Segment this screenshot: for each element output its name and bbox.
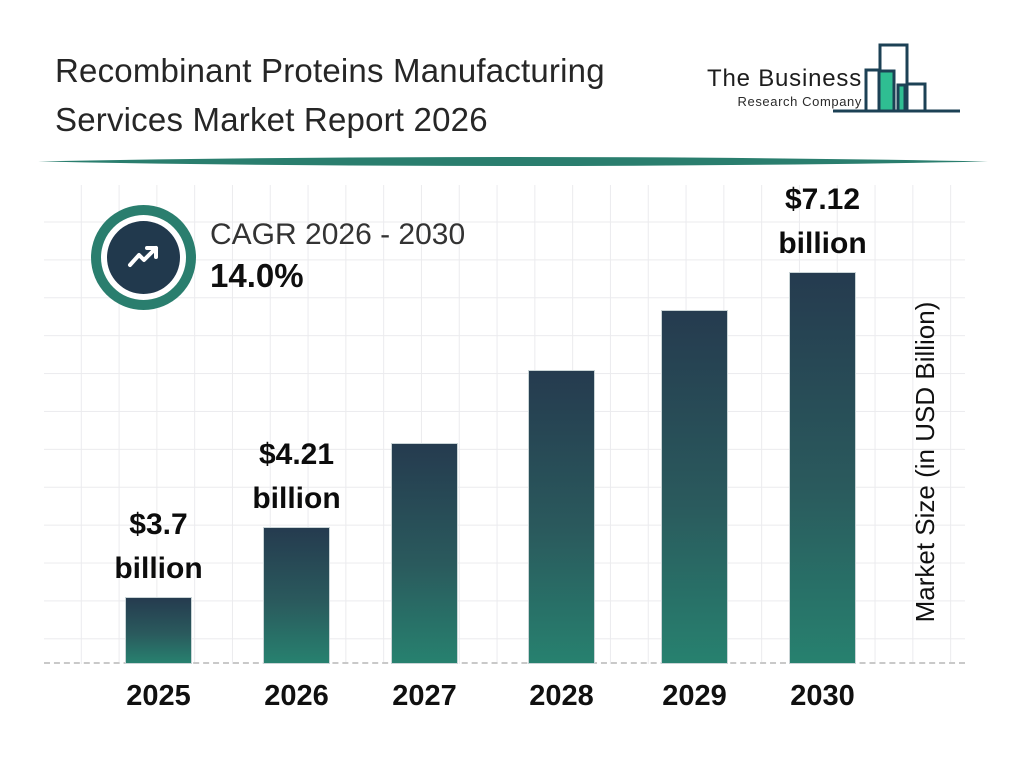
bar-2025 bbox=[125, 597, 192, 664]
cagr-text-block: CAGR 2026 - 2030 14.0% bbox=[210, 216, 465, 298]
x-tick-2026: 2026 bbox=[264, 680, 329, 712]
value-amount: $7.12 bbox=[784, 183, 861, 216]
x-tick-2029: 2029 bbox=[662, 680, 727, 712]
brand-logo: The Business Research Company bbox=[660, 65, 862, 110]
cagr-badge bbox=[91, 205, 196, 310]
value-amount: $3.7 bbox=[129, 508, 188, 541]
cagr-badge-ring bbox=[101, 215, 186, 300]
x-tick-2025: 2025 bbox=[126, 680, 191, 712]
divider-line bbox=[38, 157, 988, 166]
page-title: Recombinant Proteins Manufacturing Servi… bbox=[55, 46, 605, 144]
value-label-2026: $4.21 billion bbox=[212, 433, 382, 521]
x-tick-2027: 2027 bbox=[392, 680, 457, 712]
bar-2028 bbox=[528, 370, 595, 664]
x-tick-2028: 2028 bbox=[529, 680, 594, 712]
bar-2026 bbox=[263, 527, 330, 664]
value-unit: billion bbox=[252, 482, 341, 515]
bar-2030 bbox=[789, 272, 856, 664]
cagr-badge-core bbox=[107, 221, 180, 294]
value-unit: billion bbox=[114, 552, 203, 585]
brand-name: The Business bbox=[706, 65, 862, 92]
brand-subtitle: Research Company bbox=[737, 94, 862, 109]
page-title-line2: Services Market Report 2026 bbox=[55, 101, 488, 138]
cagr-value: 14.0% bbox=[210, 257, 304, 294]
bar-2029 bbox=[661, 310, 728, 664]
value-amount: $4.21 bbox=[258, 438, 335, 471]
trending-up-icon bbox=[127, 245, 158, 267]
value-label-2030: $7.12 billion bbox=[738, 178, 908, 266]
x-tick-2030: 2030 bbox=[790, 680, 855, 712]
y-axis-title: Market Size (in USD Billion) bbox=[910, 301, 940, 623]
bar-2027 bbox=[391, 443, 458, 664]
page-title-line1: Recombinant Proteins Manufacturing bbox=[55, 52, 605, 89]
bar-chart-logo-icon bbox=[833, 43, 960, 113]
value-label-2025: $3.7 billion bbox=[74, 503, 244, 591]
cagr-label: CAGR 2026 - 2030 bbox=[210, 218, 466, 251]
value-unit: billion bbox=[778, 227, 867, 260]
